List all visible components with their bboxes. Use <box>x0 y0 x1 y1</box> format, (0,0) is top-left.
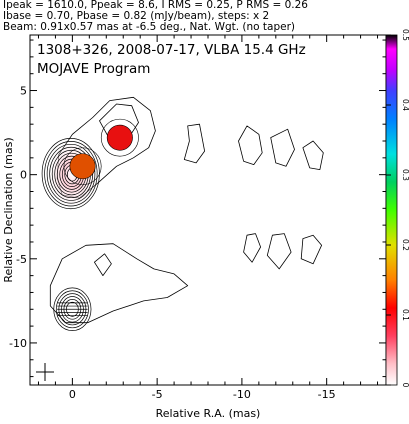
pol-core-contour <box>53 287 92 331</box>
core-contour <box>44 141 98 207</box>
contour-line <box>238 125 263 165</box>
contour-line <box>302 140 324 170</box>
header-line-3: Beam: 0.91x0.57 mas at -6.5 deg., Nat. W… <box>3 21 296 33</box>
x-tick-label: -5 <box>152 388 163 401</box>
header-line-2: Ibase = 0.70, Pbase = 0.82 (mJy/beam), s… <box>3 10 270 22</box>
x-tick-label: 0 <box>69 388 76 401</box>
contour-line <box>270 128 295 167</box>
y-tick-label: -10 <box>9 337 27 350</box>
x-tick-label: -10 <box>233 388 251 401</box>
contour-line <box>300 234 322 265</box>
panel-polarized-intensity <box>49 233 322 331</box>
colorbar <box>385 34 398 386</box>
plot-frame <box>29 34 387 386</box>
y-axis-label: Relative Declination (mas) <box>2 137 15 282</box>
contour-layer <box>41 96 324 331</box>
colorbar-tick-label: 0.3 <box>401 169 409 181</box>
colorbar-axis: 0 0.1 0.2 0.3 0.4 0.5 <box>386 29 409 388</box>
y-tick-label: -5 <box>16 253 27 266</box>
core-contour <box>46 143 96 204</box>
x-axis: 0 -5 -10 -15 <box>37 35 379 401</box>
beam-marker <box>36 363 54 381</box>
y-tick-label: 0 <box>20 169 27 182</box>
colorbar-tick-label: 0.1 <box>401 309 409 321</box>
plot-subtitle: MOJAVE Program <box>37 61 150 77</box>
y-tick-label: 5 <box>20 85 27 98</box>
colorbar-tick-label: 0 <box>401 383 409 388</box>
header: Ipeak = 1610.0, Ppeak = 8.6, I RMS = 0.2… <box>3 0 408 33</box>
x-axis-label: Relative R.A. (mas) <box>156 407 261 420</box>
colorbar-tick-label: 0.4 <box>401 99 409 111</box>
y-axis: 5 0 -5 -10 <box>9 39 386 378</box>
contour-line <box>266 233 292 270</box>
contour-line <box>94 253 112 276</box>
plot-title: 1308+326, 2008-07-17, VLBA 15.4 GHz <box>37 42 306 58</box>
core-contour <box>41 138 100 210</box>
x-tick-label: -15 <box>318 388 336 401</box>
jet-component <box>106 124 133 151</box>
colorbar-tick-label: 0.2 <box>401 239 409 251</box>
jet-component-contour <box>63 147 102 186</box>
jet-component <box>69 153 96 180</box>
contour-line <box>183 123 205 164</box>
colorbar-tick-label: 0.5 <box>401 29 409 41</box>
header-line-1: Ipeak = 1610.0, Ppeak = 8.6, I RMS = 0.2… <box>3 0 308 11</box>
panel-total-intensity <box>41 96 324 211</box>
jet-component-contour <box>100 118 139 157</box>
contour-line <box>243 233 261 263</box>
pol-core-contour <box>55 290 89 329</box>
contour-line <box>49 243 189 324</box>
